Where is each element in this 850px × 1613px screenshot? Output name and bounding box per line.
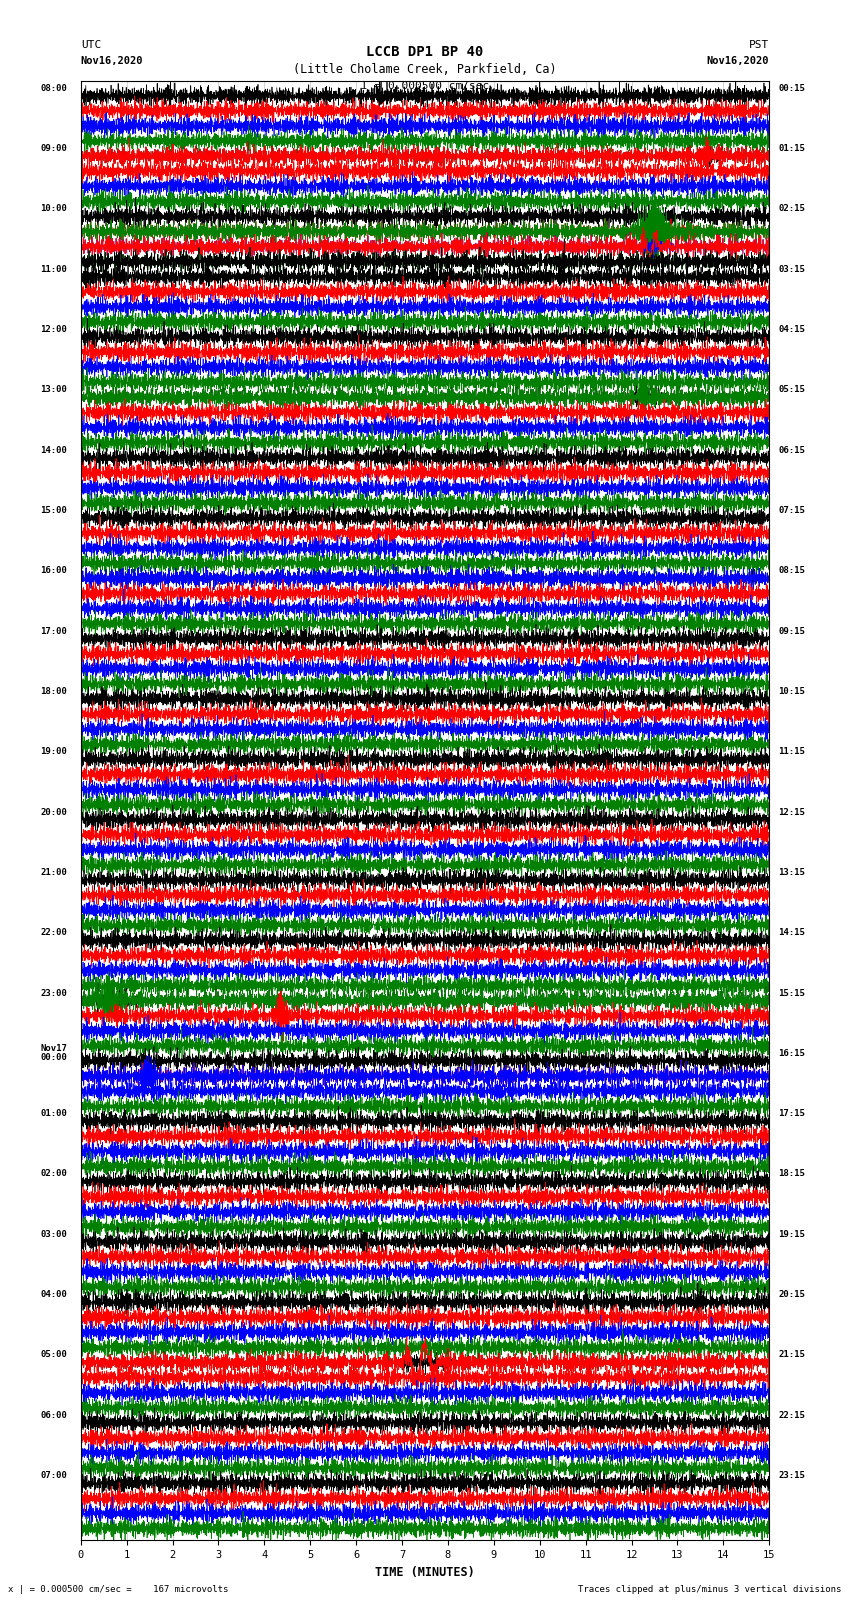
X-axis label: TIME (MINUTES): TIME (MINUTES) — [375, 1566, 475, 1579]
Text: Nov16,2020: Nov16,2020 — [706, 56, 769, 66]
Text: 08:00: 08:00 — [40, 84, 67, 92]
Text: 07:00: 07:00 — [40, 1471, 67, 1481]
Text: 21:00: 21:00 — [40, 868, 67, 877]
Text: 03:15: 03:15 — [779, 265, 805, 274]
Text: 23:15: 23:15 — [779, 1471, 805, 1481]
Text: 05:00: 05:00 — [40, 1350, 67, 1360]
Text: 20:15: 20:15 — [779, 1290, 805, 1298]
Text: LCCB DP1 BP 40: LCCB DP1 BP 40 — [366, 45, 484, 60]
Text: 01:00: 01:00 — [40, 1110, 67, 1118]
Text: 13:00: 13:00 — [40, 386, 67, 394]
Text: 11:15: 11:15 — [779, 747, 805, 756]
Text: 04:15: 04:15 — [779, 324, 805, 334]
Text: UTC: UTC — [81, 40, 101, 50]
Text: 18:15: 18:15 — [779, 1169, 805, 1179]
Text: 15:00: 15:00 — [40, 506, 67, 515]
Text: 10:00: 10:00 — [40, 205, 67, 213]
Text: 17:15: 17:15 — [779, 1110, 805, 1118]
Text: 05:15: 05:15 — [779, 386, 805, 394]
Text: 14:00: 14:00 — [40, 445, 67, 455]
Text: 16:00: 16:00 — [40, 566, 67, 576]
Text: 22:00: 22:00 — [40, 927, 67, 937]
Text: 03:00: 03:00 — [40, 1229, 67, 1239]
Text: x | = 0.000500 cm/sec =    167 microvolts: x | = 0.000500 cm/sec = 167 microvolts — [8, 1584, 229, 1594]
Text: 12:15: 12:15 — [779, 808, 805, 816]
Text: 01:15: 01:15 — [779, 144, 805, 153]
Text: 10:15: 10:15 — [779, 687, 805, 695]
Text: 17:00: 17:00 — [40, 626, 67, 636]
Text: 08:15: 08:15 — [779, 566, 805, 576]
Text: 12:00: 12:00 — [40, 324, 67, 334]
Text: (Little Cholame Creek, Parkfield, Ca): (Little Cholame Creek, Parkfield, Ca) — [293, 63, 557, 76]
Text: 04:00: 04:00 — [40, 1290, 67, 1298]
Text: 06:15: 06:15 — [779, 445, 805, 455]
Text: 18:00: 18:00 — [40, 687, 67, 695]
Text: 21:15: 21:15 — [779, 1350, 805, 1360]
Text: 09:15: 09:15 — [779, 626, 805, 636]
Text: 20:00: 20:00 — [40, 808, 67, 816]
Text: 19:00: 19:00 — [40, 747, 67, 756]
Text: 06:00: 06:00 — [40, 1411, 67, 1419]
Text: 22:15: 22:15 — [779, 1411, 805, 1419]
Text: 23:00: 23:00 — [40, 989, 67, 997]
Text: 13:15: 13:15 — [779, 868, 805, 877]
Text: 11:00: 11:00 — [40, 265, 67, 274]
Text: 00:00: 00:00 — [40, 1053, 67, 1063]
Text: 16:15: 16:15 — [779, 1048, 805, 1058]
Text: 07:15: 07:15 — [779, 506, 805, 515]
Text: 00:15: 00:15 — [779, 84, 805, 92]
Text: Nov17: Nov17 — [40, 1044, 67, 1053]
Text: 19:15: 19:15 — [779, 1229, 805, 1239]
Text: 15:15: 15:15 — [779, 989, 805, 997]
Text: 09:00: 09:00 — [40, 144, 67, 153]
Text: I = 0.000500 cm/sec: I = 0.000500 cm/sec — [361, 81, 489, 90]
Text: Nov16,2020: Nov16,2020 — [81, 56, 144, 66]
Text: 02:00: 02:00 — [40, 1169, 67, 1179]
Text: 14:15: 14:15 — [779, 927, 805, 937]
Text: Traces clipped at plus/minus 3 vertical divisions: Traces clipped at plus/minus 3 vertical … — [578, 1584, 842, 1594]
Text: PST: PST — [749, 40, 769, 50]
Text: 02:15: 02:15 — [779, 205, 805, 213]
